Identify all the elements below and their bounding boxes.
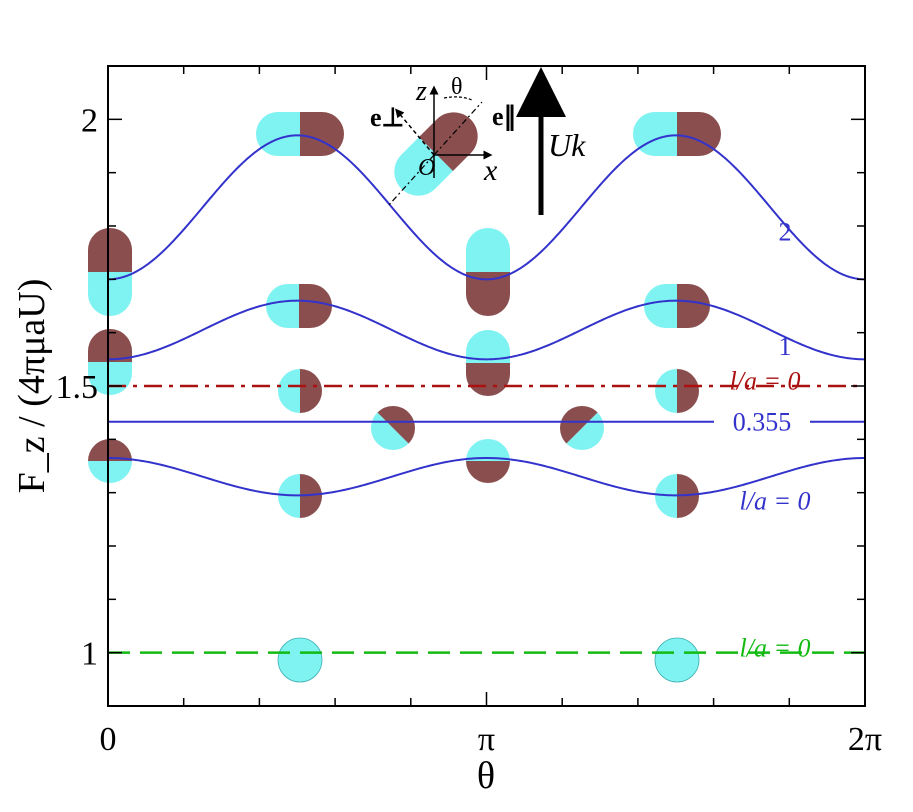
series-label: l/a = 0 xyxy=(730,367,801,396)
sphere-particle xyxy=(277,637,323,683)
series-line xyxy=(107,299,866,361)
rod-particle xyxy=(644,284,710,328)
inset-diagram: z θ x O e⊥ e∥ Uk xyxy=(370,67,586,215)
sphere-particle xyxy=(371,406,415,450)
inset-x-label: x xyxy=(483,154,498,187)
particle-illustrations xyxy=(88,112,721,683)
x-tick-label: 0 xyxy=(100,721,117,758)
sphere-particle xyxy=(655,369,699,413)
rod-particle xyxy=(466,228,510,316)
series-labels: 2 1 0.355 l/a = 0 l/a = 0 l/a = 0 xyxy=(714,217,811,662)
inset-velocity-label: Uk xyxy=(548,127,586,163)
rod-particle xyxy=(633,112,721,156)
inset-theta-label: θ xyxy=(451,74,463,100)
series-label: l/a = 0 xyxy=(740,487,811,516)
y-tick-label: 1.5 xyxy=(56,369,99,406)
y-axis-label: F_z / (4πμaU) xyxy=(11,279,53,494)
plot-frame xyxy=(107,65,866,707)
rod-particle xyxy=(266,284,332,328)
sphere-particle xyxy=(466,439,510,483)
series-label: 2 xyxy=(779,217,792,246)
sphere-particle xyxy=(654,637,700,683)
series-label: l/a = 0 xyxy=(740,633,811,662)
inset-z-label: z xyxy=(415,76,427,107)
inset-e-perp-label: e⊥ xyxy=(370,103,404,132)
inset-origin-label: O xyxy=(418,155,435,181)
label-gap xyxy=(714,405,810,438)
rod-particle xyxy=(466,330,510,396)
inset-e-par-label: e∥ xyxy=(492,102,517,132)
x-tick-label: π xyxy=(478,721,495,758)
y-tick-label: 2 xyxy=(81,102,98,139)
y-tick-label: 1 xyxy=(81,636,98,673)
series-label: 1 xyxy=(779,332,792,361)
sphere-particle xyxy=(88,439,132,483)
tick-labels: 0 π 2π 1 1.5 2 xyxy=(56,102,883,758)
series-label: 0.355 xyxy=(733,408,792,437)
rod-particle xyxy=(88,228,132,316)
x-axis-label: θ xyxy=(477,755,495,797)
series-line xyxy=(107,134,866,281)
x-tick-label: 2π xyxy=(848,721,882,758)
sphere-particle xyxy=(560,406,604,450)
series-line xyxy=(107,456,866,497)
sphere-particle xyxy=(278,369,322,413)
rod-particle xyxy=(256,112,344,156)
